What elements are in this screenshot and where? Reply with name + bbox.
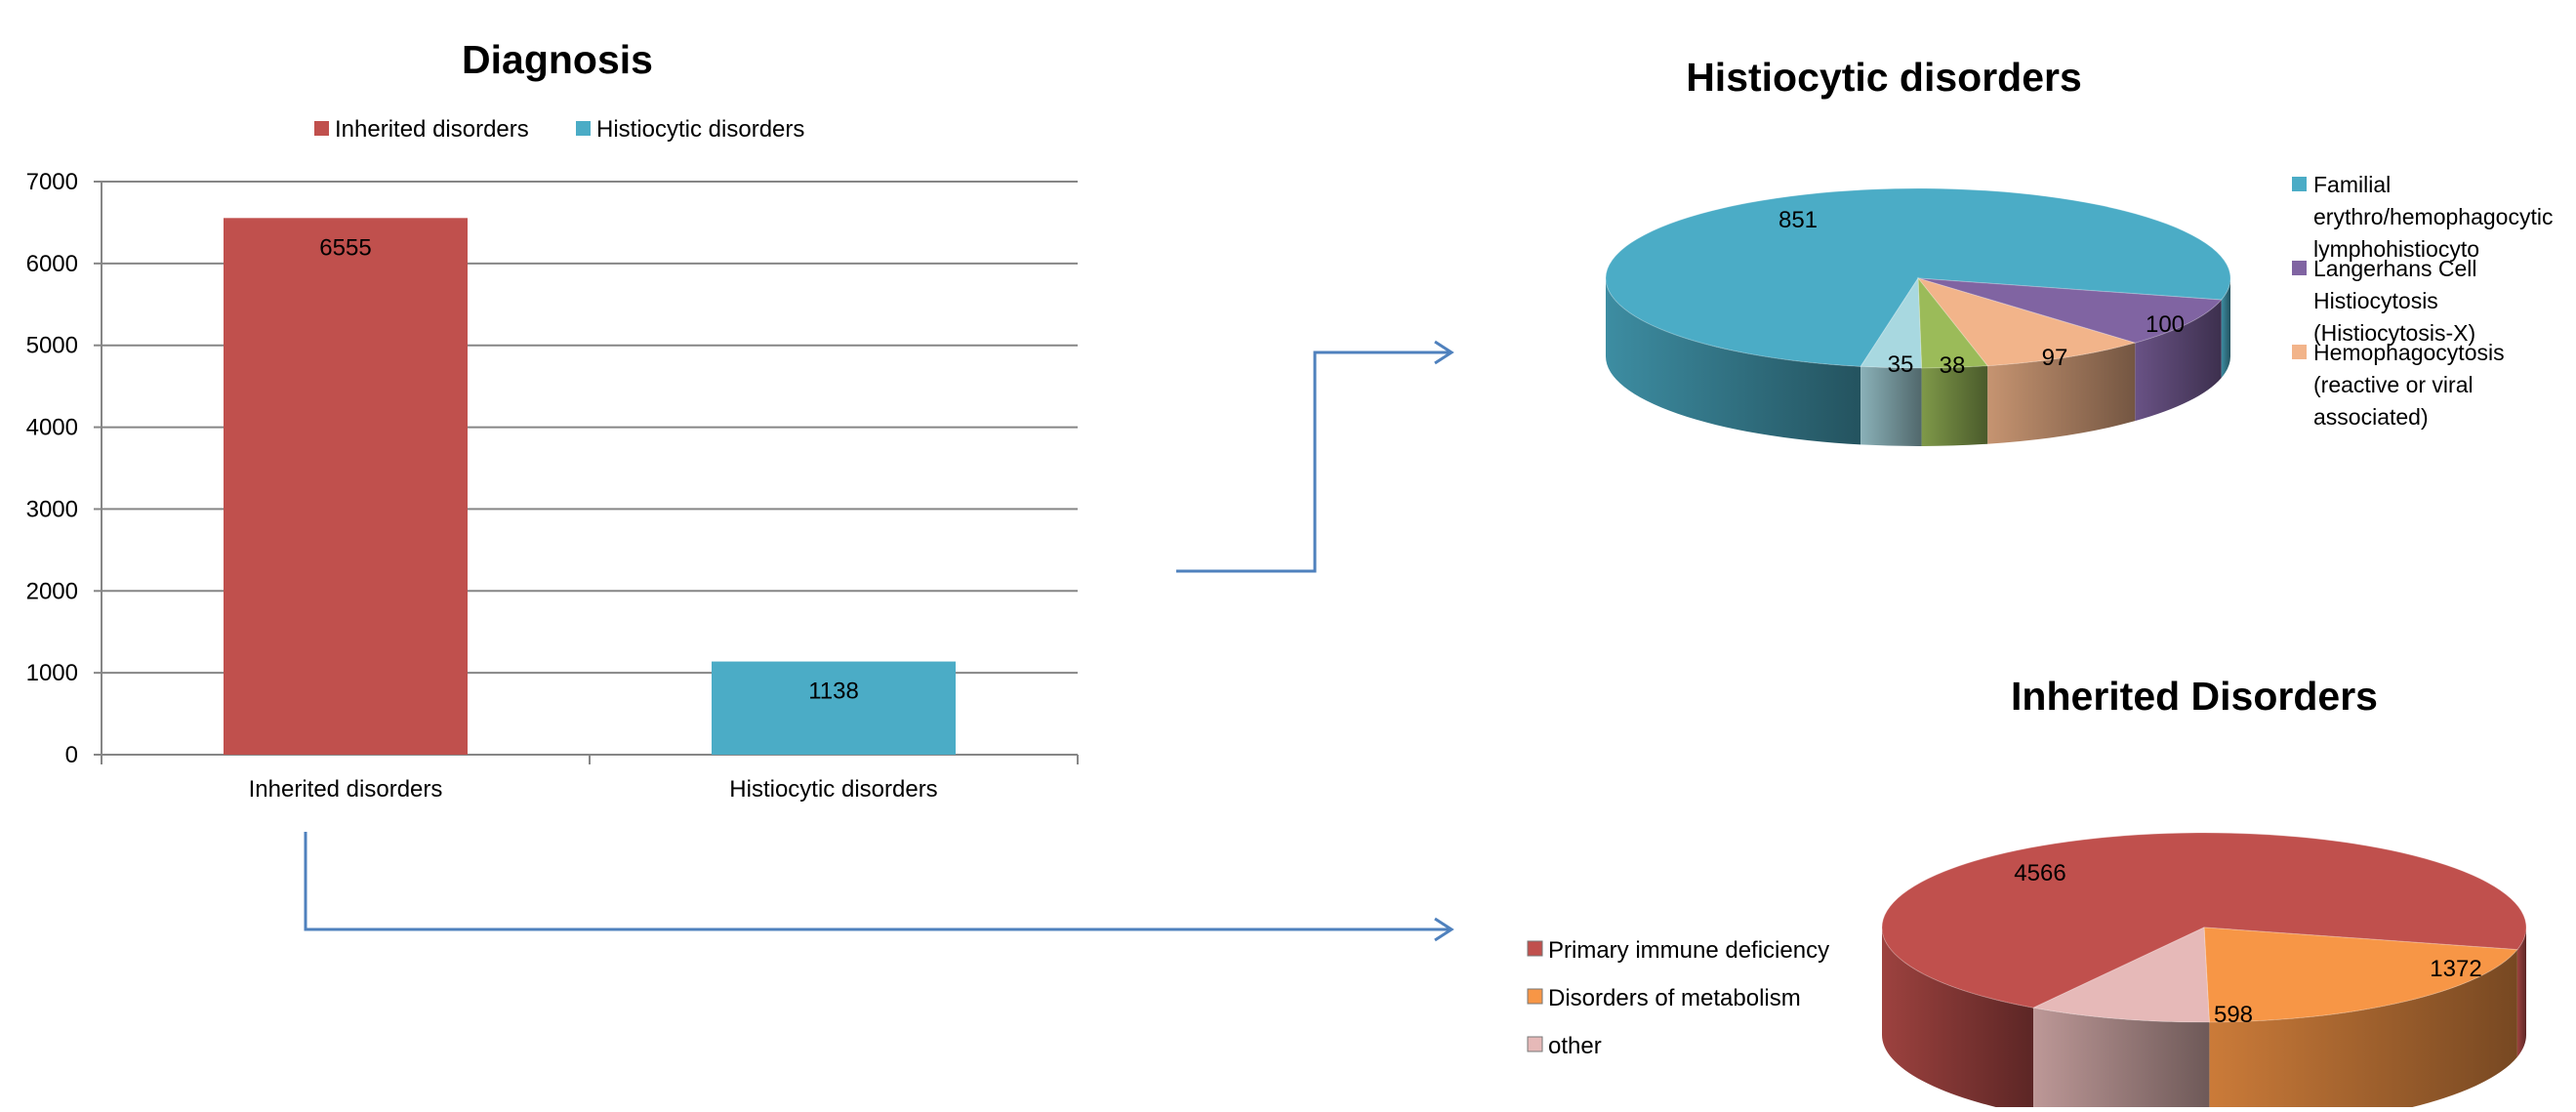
legend-label: Disorders of metabolism (1548, 985, 1801, 1011)
pie-slice (2031, 927, 2210, 1023)
arrow-to-histiocytic (1176, 350, 1450, 573)
legend-swatch (1527, 988, 1543, 1005)
pie-value-label: 97 (2042, 345, 2068, 371)
y-tick-label: 7000 (26, 169, 78, 195)
legend: Inherited disorders Histiocytic disorders (314, 116, 804, 143)
legend-label: Familial (2313, 172, 2391, 197)
bar (224, 218, 468, 756)
pie-slice-side (1921, 365, 1988, 446)
chart-title: Histiocytic disorders (1686, 55, 2082, 100)
legend-label: Langerhans Cell (2313, 256, 2477, 281)
pie-slice-side (2209, 949, 2517, 1112)
pie-slice (1605, 187, 2231, 367)
legend-swatch (576, 121, 591, 136)
pie-value-label: 4566 (2014, 860, 2065, 886)
connector-arrows (304, 340, 1454, 942)
pie-slice (1881, 832, 2527, 1009)
x-tick-label: Histiocytic disorders (729, 776, 937, 803)
arrowhead (1434, 917, 1454, 942)
pie-value-label: 100 (2146, 311, 2185, 338)
y-tick-label: 4000 (26, 415, 78, 441)
bar-value-label: 1138 (808, 679, 859, 705)
pie-slice (1917, 277, 2223, 344)
y-tick-label: 3000 (26, 496, 78, 522)
pie-slice (1916, 277, 2138, 367)
x-tick-label: Inherited disorders (249, 776, 443, 803)
pie-chart-histiocytic: Histiocytic disorders 851 100 97 38 35 Familia… (1605, 55, 2553, 446)
y-tick-label: 1000 (26, 660, 78, 686)
legend-swatch (2292, 177, 2307, 191)
legend-label: erythro/hemophagocytic (2313, 204, 2553, 229)
pie-slice-side (2135, 300, 2222, 422)
legend-label: other (1548, 1033, 1602, 1059)
y-tick-label: 2000 (26, 578, 78, 604)
pie-sides (1882, 927, 2526, 1112)
legend-label: Hemophagocytosis (2313, 340, 2505, 365)
arrow-to-inherited (304, 832, 1450, 931)
pie-slice-side (1882, 927, 2034, 1112)
legend-label: Primary immune deficiency (1548, 937, 1829, 964)
pie-slice-side (1606, 278, 1861, 445)
pie-slice (1860, 276, 1923, 369)
legend-swatch (2292, 345, 2307, 359)
legend-swatch (2292, 261, 2307, 275)
legend-label: Inherited disorders (335, 116, 529, 143)
pie-slice-side (1987, 343, 2136, 444)
chart-title: Diagnosis (462, 37, 653, 82)
legend: Familial erythro/hemophagocytic lymphohist… (2292, 172, 2553, 430)
y-tick-label: 0 (65, 742, 78, 768)
y-tick-label: 6000 (26, 251, 78, 277)
pie-slice-side (1860, 366, 1922, 446)
bar (712, 661, 956, 755)
legend-label: (Histiocytosis-X) (2313, 320, 2475, 346)
pie-value-label: 851 (1779, 207, 1818, 233)
pie-sides (1606, 278, 2230, 446)
chart-title: Inherited Disorders (2011, 674, 2378, 719)
legend-label: Histiocytosis (2313, 288, 2438, 313)
y-tick-label: 5000 (26, 333, 78, 359)
bar-chart-diagnosis: Diagnosis Inherited disorders Histiocytic … (26, 37, 1079, 803)
pie-slice-side (2033, 1008, 2210, 1112)
pie-top (1605, 187, 2231, 369)
legend-swatch (314, 121, 329, 136)
legend-label: lymphohistiocyto (2313, 236, 2479, 262)
pie-slice-side (2221, 278, 2230, 379)
pie-value-label: 35 (1888, 351, 1914, 378)
legend-label: Histiocytic disorders (596, 116, 804, 143)
pie-slice (1917, 276, 1989, 369)
legend-swatch (1527, 940, 1543, 957)
pie-value-label: 38 (1940, 352, 1966, 379)
legend: Primary immune deficiency Disorders of me… (1527, 937, 1829, 1059)
pie-slice (2203, 927, 2518, 1023)
legend-swatch (1527, 1036, 1543, 1052)
bar-value-label: 6555 (319, 234, 371, 261)
pie-value-label: 1372 (2430, 956, 2481, 982)
pie-chart-inherited: Inherited Disorders 4566 1372 598 Primary im… (1527, 674, 2527, 1112)
arrowhead (1434, 340, 1454, 365)
legend-label: associated) (2313, 404, 2429, 430)
pie-slice-side (2516, 927, 2526, 1057)
legend-label: (reactive or viral (2313, 372, 2474, 397)
pie-value-label: 598 (2214, 1002, 2253, 1028)
pie-top (1881, 832, 2527, 1023)
